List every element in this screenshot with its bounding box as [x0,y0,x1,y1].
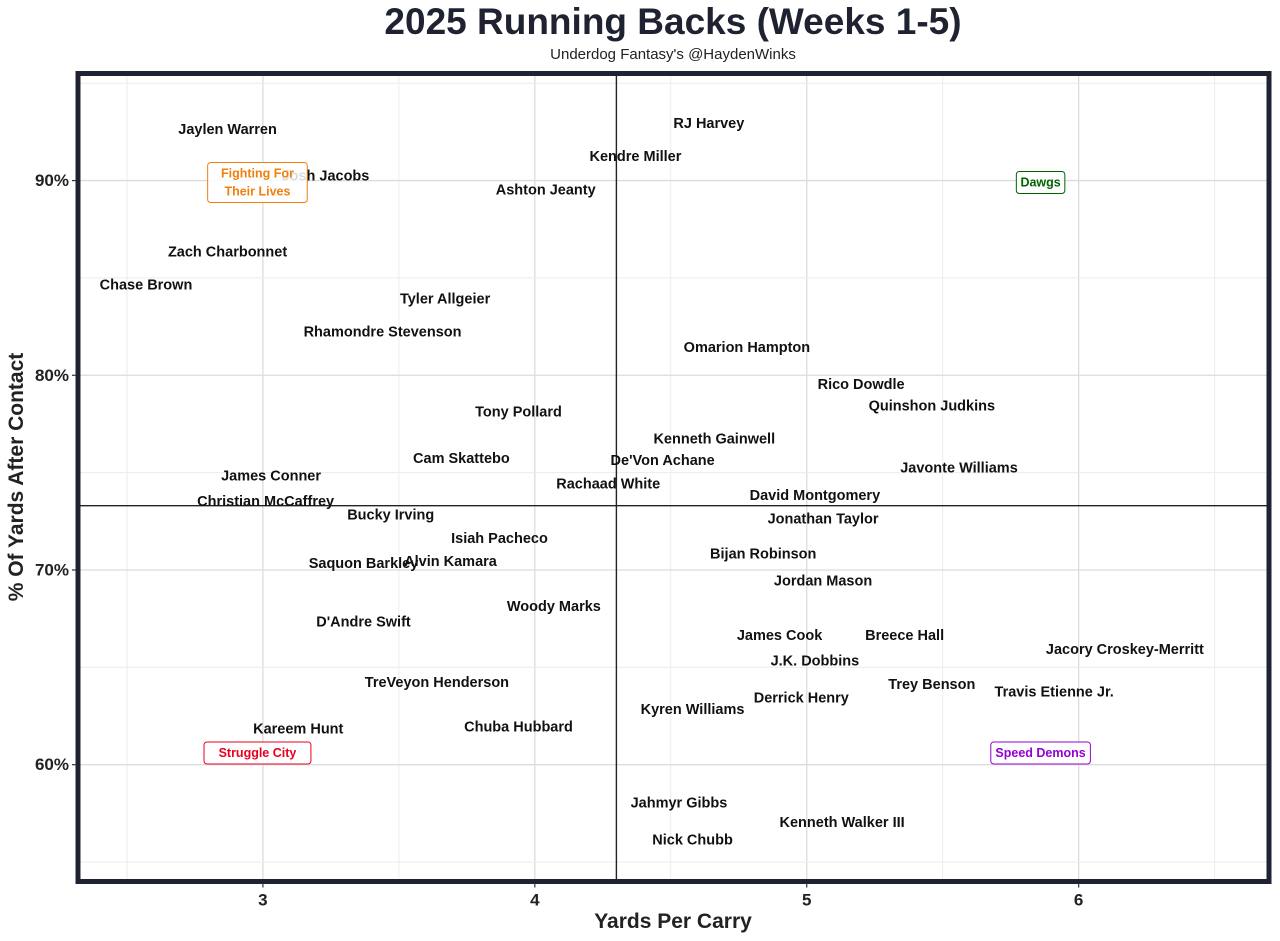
point-label: Kendre Miller [590,149,682,165]
point-label: Woody Marks [507,599,601,615]
quadrant-label-text: Fighting For [221,167,294,181]
point-label: TreVeyon Henderson [365,675,509,691]
point-label: Kenneth Gainwell [653,432,775,448]
x-axis-title: Yards Per Carry [594,910,752,933]
point-label: Kareem Hunt [253,722,343,738]
axis-ticks: 3 4 5 6 60% 70% 80% 90% [35,171,1083,909]
point-label: Isiah Pacheco [451,531,548,547]
point-label: Derrick Henry [754,690,849,706]
x-tick-label: 5 [802,891,811,910]
quadrant-label: Dawgs [1015,171,1066,195]
point-label: Cam Skattebo [413,451,510,467]
point-label: Javonte Williams [900,461,1018,477]
point-label: Tony Pollard [475,404,562,420]
point-label: Alvin Kamara [404,554,498,570]
y-tick-label: 80% [35,366,69,385]
quadrant-labels: Fighting For Their Lives Dawgs Struggle Cit… [203,162,1091,765]
point-label: Zach Charbonnet [168,245,287,261]
chart-title: 2025 Running Backs (Weeks 1-5) [384,1,962,42]
quadrant-label-text: Struggle City [219,746,297,760]
y-tick-label: 90% [35,171,69,190]
quadrant-label-box [990,741,1091,765]
point-label: Breece Hall [865,628,944,644]
point-label: James Cook [737,628,823,644]
quadrant-label: Fighting For Their Lives [207,162,308,204]
point-label: Rhamondre Stevenson [304,324,462,340]
quadrant-label-text: Their Lives [224,185,290,199]
point-label: RJ Harvey [673,116,744,132]
quadrant-label: Speed Demons [990,741,1091,765]
point-label: Quinshon Judkins [869,398,995,414]
x-tick-label: 6 [1074,891,1083,910]
point-label: Saquon Barkley [309,556,419,572]
chart-subtitle: Underdog Fantasy's @HaydenWinks [550,46,796,63]
point-label: Rachaad White [556,476,660,492]
point-label: Nick Chubb [652,833,733,849]
point-label: Bijan Robinson [710,546,816,562]
point-label: Jacory Croskey-Merritt [1046,642,1204,658]
y-tick-label: 60% [35,755,69,774]
point-label: De'Von Achane [611,453,715,469]
point-label: Christian McCaffrey [197,494,334,510]
point-label: Bucky Irving [347,507,434,523]
point-label: Rico Dowdle [818,377,905,393]
point-label: Kyren Williams [641,702,745,718]
point-label: D'Andre Swift [316,615,411,631]
x-tick-label: 3 [258,891,267,910]
point-label: J.K. Dobbins [771,653,860,669]
quadrant-label-box [203,741,312,765]
point-label: Kenneth Walker III [780,815,905,831]
point-label: Jahmyr Gibbs [631,796,728,812]
quadrant-label-text: Dawgs [1020,176,1060,190]
plot-frame [75,71,1272,884]
point-label: Chase Brown [100,278,193,294]
point-label: James Conner [221,469,321,485]
point-label: Chuba Hubbard [464,720,573,736]
quadrant-label-text: Speed Demons [995,746,1085,760]
quadrant-label-box [207,162,308,204]
quadrant-label: Struggle City [203,741,312,765]
point-label: Trey Benson [888,677,975,693]
quadrant-label-box [1015,171,1066,195]
y-tick-label: 70% [35,560,69,579]
point-label: Travis Etienne Jr. [995,685,1114,701]
y-axis-title: % Of Yards After Contact [5,353,28,602]
point-label: Ashton Jeanty [496,182,596,198]
point-label: Jaylen Warren [178,122,277,138]
reference-lines [78,73,1269,882]
x-tick-label: 4 [530,891,540,910]
point-label: David Montgomery [750,488,881,504]
point-label: Omarion Hampton [684,340,810,356]
point-label: Jonathan Taylor [768,511,879,527]
point-label: Tyler Allgeier [400,291,491,307]
point-label: Jordan Mason [774,574,872,590]
